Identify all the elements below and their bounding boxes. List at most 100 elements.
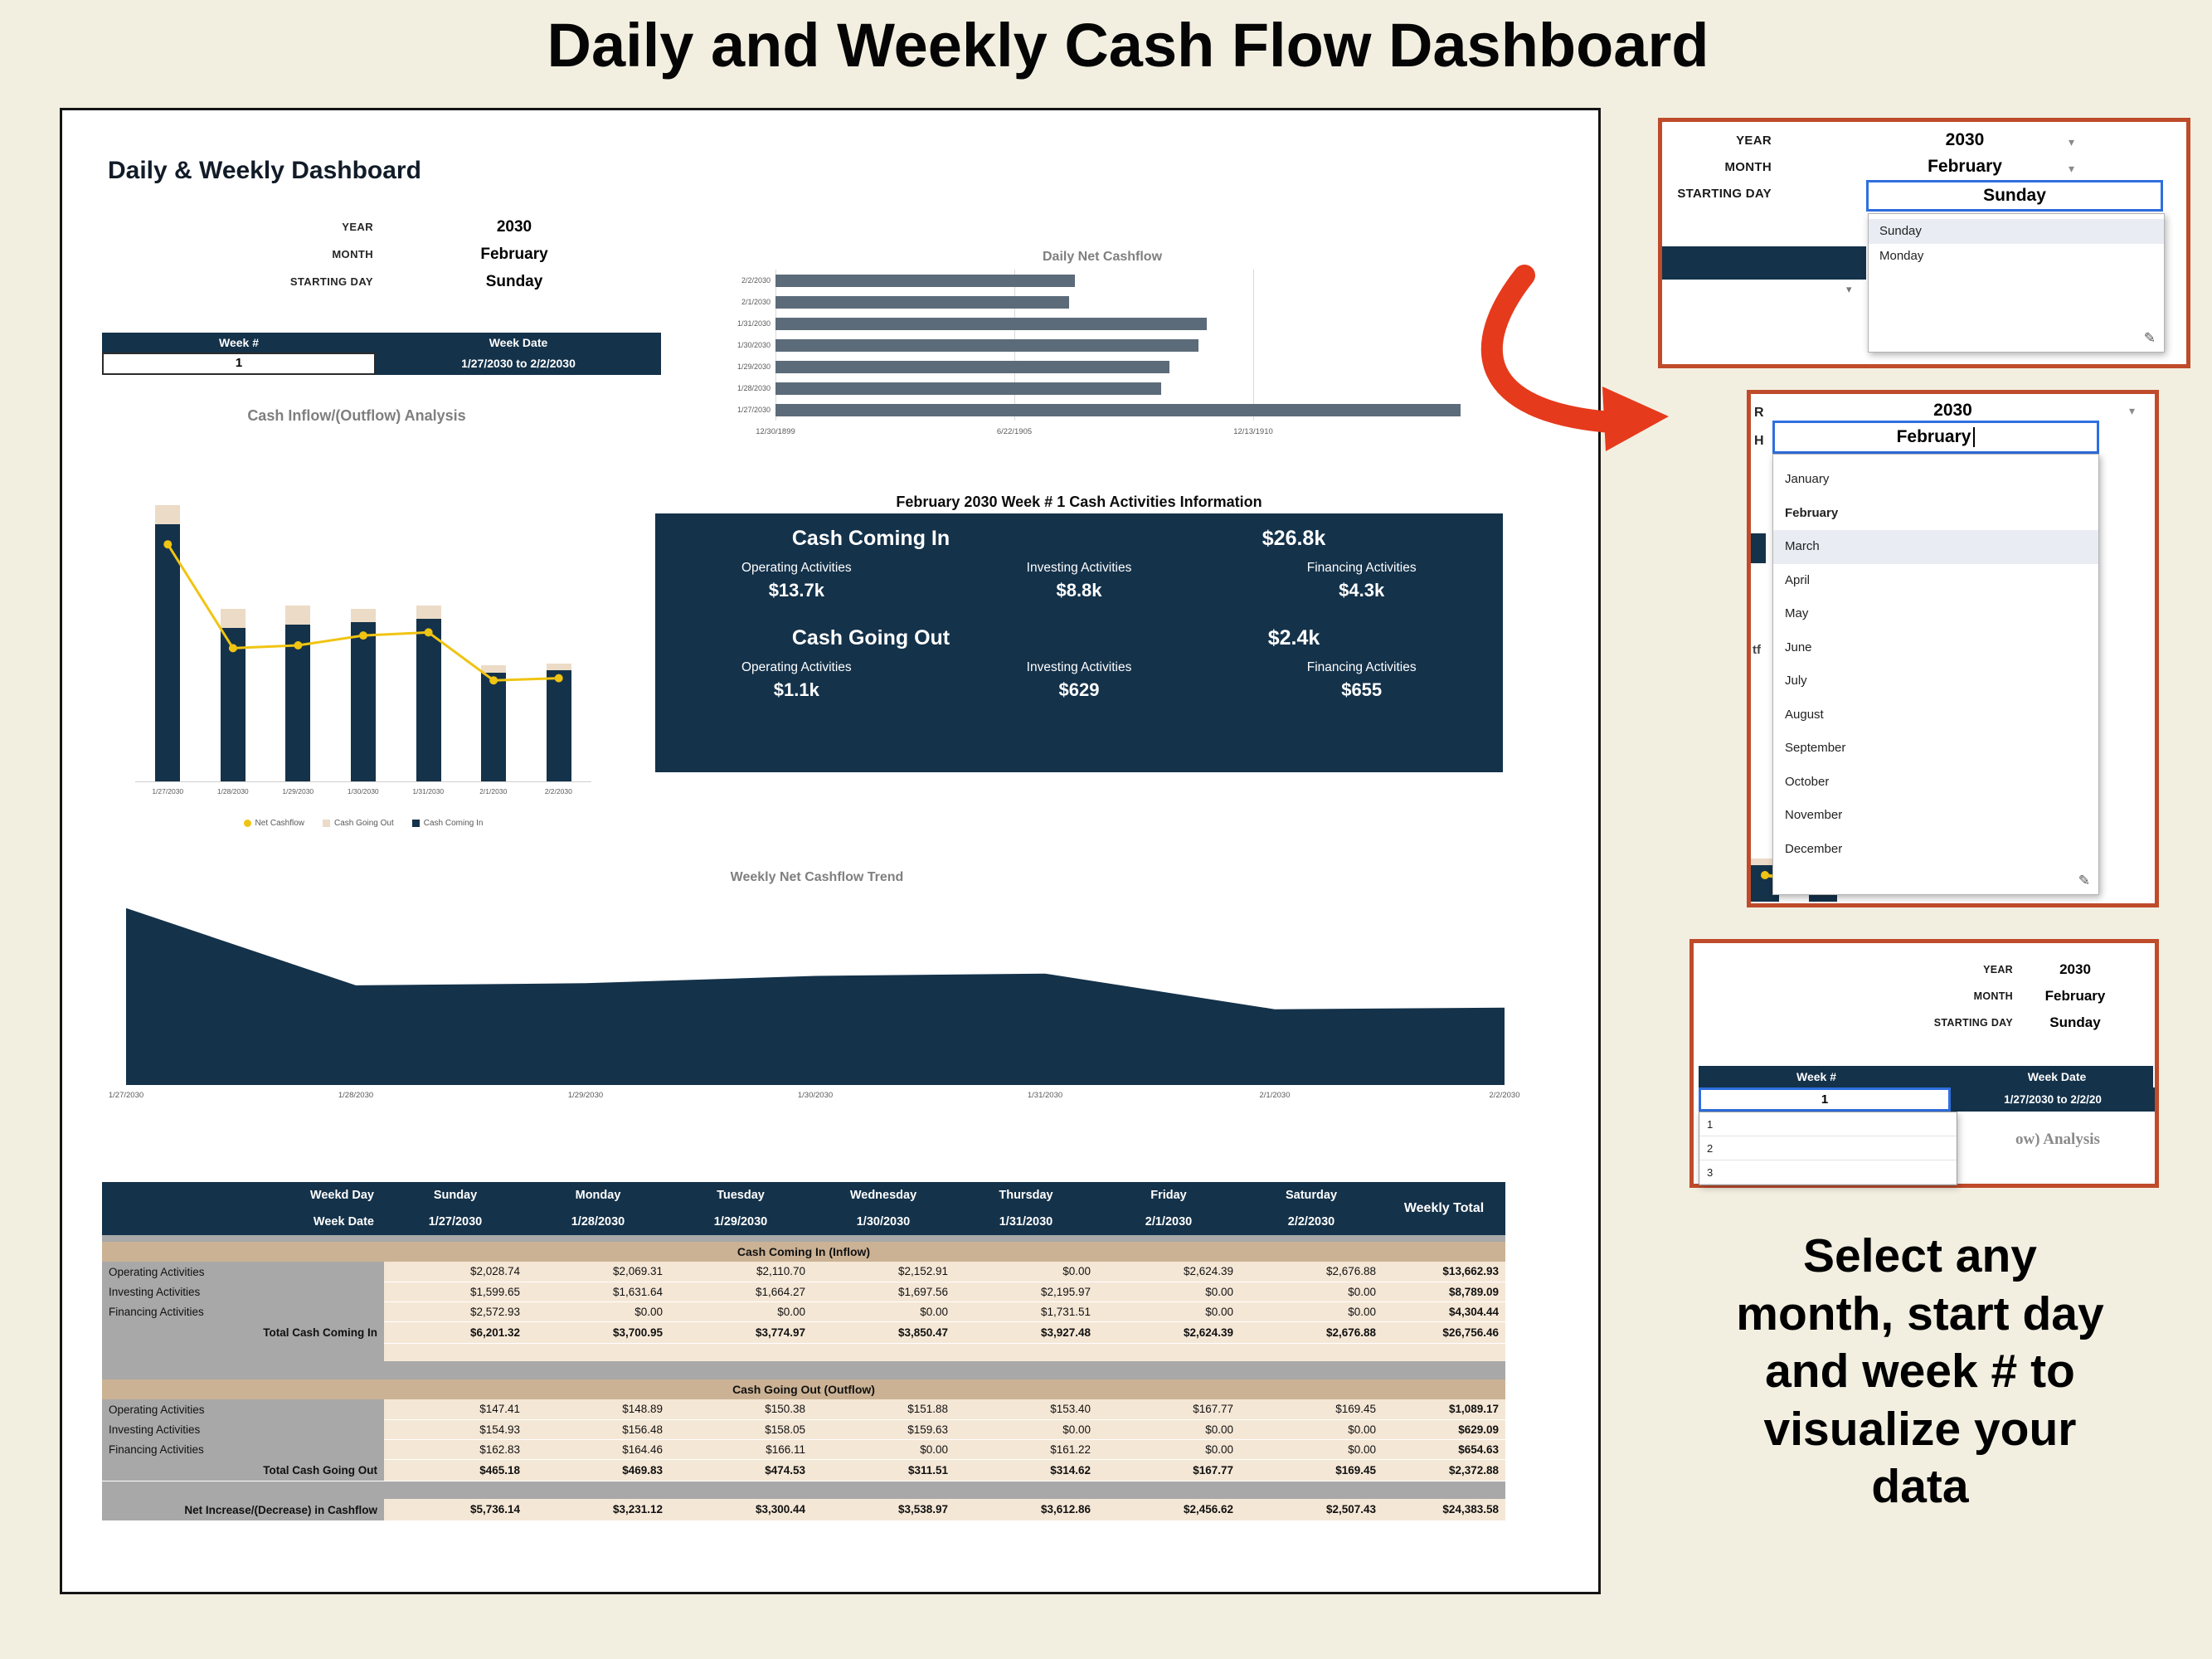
hbar-category-label: 1/27/2030 bbox=[737, 406, 771, 414]
cash-going-out-label: Cash Going Out bbox=[791, 626, 950, 649]
cash-going-out-segment bbox=[546, 663, 571, 671]
month-option[interactable]: March bbox=[1773, 530, 2098, 564]
weekly-trend-x-axis: 1/27/2030 1/28/2030 1/29/2030 1/30/2030 1/31… bbox=[109, 1091, 1520, 1107]
chevron-down-icon[interactable]: ▾ bbox=[2069, 162, 2075, 175]
inflow-outflow-legend: Net Cashflow Cash Going Out Cash Coming In bbox=[135, 819, 591, 828]
month-label: MONTH bbox=[1973, 990, 2013, 1002]
year-select[interactable]: 2030 bbox=[2059, 961, 2091, 977]
total-cell: $24,383.58 bbox=[1383, 1499, 1505, 1521]
net-cashflow-bar bbox=[775, 295, 1069, 309]
section-band: Cash Going Out (Outflow) bbox=[102, 1379, 1505, 1399]
value-cell: $3,538.97 bbox=[812, 1499, 955, 1521]
month-zoom-panel: R H tf 2030 ▾ February January February Ma… bbox=[1747, 390, 2159, 907]
value-cell: $0.00 bbox=[955, 1419, 1097, 1440]
cash-out-activity-value: $655 bbox=[1341, 679, 1383, 700]
value-cell: $2,572.93 bbox=[384, 1301, 527, 1322]
week-date-header: Week Date bbox=[102, 1209, 384, 1235]
x-axis-label: 1/27/2030 bbox=[108, 1091, 144, 1100]
daily-net-cashflow-chart: 12/30/1899 6/22/1905 12/13/1910 2/2/2030 2/1… bbox=[717, 270, 1468, 477]
dashboard-controls: YEAR 2030 MONTH February STARTING DAY Su… bbox=[224, 213, 622, 295]
week-option[interactable]: 3 bbox=[1699, 1160, 1957, 1185]
total-cell: $2,372.88 bbox=[1383, 1459, 1505, 1481]
month-select[interactable]: February bbox=[1928, 157, 2002, 176]
cash-coming-in-segment bbox=[220, 628, 246, 781]
starting-day-dropdown: Sunday Monday ✎ bbox=[1868, 213, 2165, 353]
chevron-down-icon[interactable]: ▾ bbox=[2069, 135, 2075, 148]
value-cell: $148.89 bbox=[527, 1399, 669, 1420]
value-cell: $2,028.74 bbox=[384, 1262, 527, 1282]
x-axis-label: 1/31/2030 bbox=[1027, 1091, 1063, 1100]
week-option[interactable]: 1 bbox=[1699, 1112, 1957, 1136]
row-label: Total Cash Going Out bbox=[102, 1459, 384, 1481]
starting-day-input[interactable]: Sunday bbox=[1866, 180, 2163, 212]
month-row: MONTH February bbox=[224, 241, 622, 268]
month-option[interactable]: February bbox=[1785, 505, 1839, 520]
week-number-cell[interactable]: 1 bbox=[102, 353, 376, 375]
cash-going-out-segment bbox=[351, 608, 376, 622]
cash-coming-in-categories: Operating Activities Investing Activities… bbox=[655, 561, 1503, 576]
value-cell: $2,195.97 bbox=[955, 1282, 1097, 1302]
year-select[interactable]: 2030 bbox=[496, 217, 532, 236]
month-select[interactable]: February bbox=[480, 245, 548, 263]
value-cell: $2,624.39 bbox=[1097, 1262, 1240, 1282]
value-cell: $3,700.95 bbox=[527, 1321, 669, 1344]
legend-swatch bbox=[411, 820, 420, 827]
bar-stack bbox=[155, 504, 181, 781]
month-select[interactable]: February bbox=[2044, 988, 2106, 1004]
x-axis-label: 1/29/2030 bbox=[282, 787, 314, 795]
year-row: YEAR 2030 ▾ bbox=[1662, 130, 2186, 150]
value-cell: $0.00 bbox=[812, 1301, 955, 1322]
cash-going-out-values: $1.1k $629 $655 bbox=[655, 679, 1503, 701]
value-cell: $150.38 bbox=[669, 1399, 812, 1420]
edit-pencil-icon[interactable]: ✎ bbox=[2078, 873, 2090, 888]
inflow-outflow-x-axis: 1/27/2030 1/28/2030 1/29/2030 1/30/2030 1/31… bbox=[135, 787, 591, 795]
value-cell: $0.00 bbox=[1097, 1282, 1240, 1302]
value-cell: $3,774.97 bbox=[669, 1321, 812, 1344]
month-option[interactable]: November bbox=[1785, 808, 1843, 822]
month-option[interactable]: August bbox=[1785, 707, 1824, 722]
month-option[interactable]: December bbox=[1785, 841, 1843, 856]
month-option[interactable]: April bbox=[1785, 572, 1811, 587]
legend-item: Net Cashflow bbox=[243, 819, 304, 828]
month-option[interactable]: October bbox=[1785, 774, 1830, 789]
dashboard-sheet: Daily & Weekly Dashboard YEAR 2030 MONTH… bbox=[60, 108, 1601, 1594]
week-number-input[interactable]: 1 bbox=[1699, 1087, 1951, 1112]
cash-out-activity-label: Investing Activities bbox=[1026, 660, 1132, 674]
day-header: Thursday bbox=[955, 1182, 1097, 1209]
cash-out-activity-value: $629 bbox=[1058, 679, 1100, 700]
month-option[interactable]: January bbox=[1785, 472, 1830, 486]
value-cell: $0.00 bbox=[1240, 1419, 1383, 1440]
day-header: Sunday bbox=[384, 1182, 527, 1209]
cropped-year-label: R bbox=[1754, 406, 1764, 420]
starting-day-select[interactable]: Sunday bbox=[2049, 1014, 2101, 1030]
cropped-cell bbox=[1751, 533, 1766, 563]
month-option[interactable]: July bbox=[1785, 674, 1807, 688]
month-option[interactable]: June bbox=[1785, 640, 1812, 654]
edit-pencil-icon[interactable]: ✎ bbox=[2143, 330, 2156, 346]
cash-coming-in-segment bbox=[351, 621, 376, 781]
month-input[interactable]: February bbox=[1772, 421, 2099, 454]
daily-net-chart-title: Daily Net Cashflow bbox=[1042, 250, 1163, 264]
starting-day-select[interactable]: Sunday bbox=[485, 272, 543, 290]
week-option[interactable]: 2 bbox=[1699, 1136, 1957, 1160]
legend-swatch bbox=[243, 820, 251, 827]
starting-day-option[interactable]: Monday bbox=[1879, 249, 1924, 263]
total-cell: $4,304.44 bbox=[1383, 1301, 1505, 1322]
chevron-down-icon[interactable]: ▾ bbox=[2128, 404, 2135, 417]
hbar-row: 1/28/2030 bbox=[717, 377, 1468, 399]
month-option[interactable]: May bbox=[1785, 606, 1809, 620]
value-cell: $2,624.39 bbox=[1097, 1321, 1240, 1344]
row-label: Financing Activities bbox=[102, 1439, 384, 1459]
starting-day-option[interactable]: Sunday bbox=[1869, 219, 2164, 244]
net-cashflow-bar bbox=[775, 382, 1161, 395]
value-cell: $169.45 bbox=[1240, 1399, 1383, 1420]
year-select[interactable]: 2030 bbox=[1945, 130, 1985, 149]
cash-coming-in-label: Cash Coming In bbox=[791, 527, 950, 550]
month-row: MONTH February ▾ bbox=[1662, 157, 2186, 177]
legend-item: Cash Coming In bbox=[411, 819, 483, 828]
month-option[interactable]: September bbox=[1785, 741, 1846, 755]
hbar-category-label: 1/29/2030 bbox=[737, 362, 771, 371]
date-header: 2/1/2030 bbox=[1097, 1209, 1240, 1235]
weekly-trend-chart: 1/27/2030 1/28/2030 1/29/2030 1/30/2030 1/31… bbox=[109, 900, 1520, 1116]
year-select[interactable]: 2030 bbox=[1933, 401, 1972, 420]
